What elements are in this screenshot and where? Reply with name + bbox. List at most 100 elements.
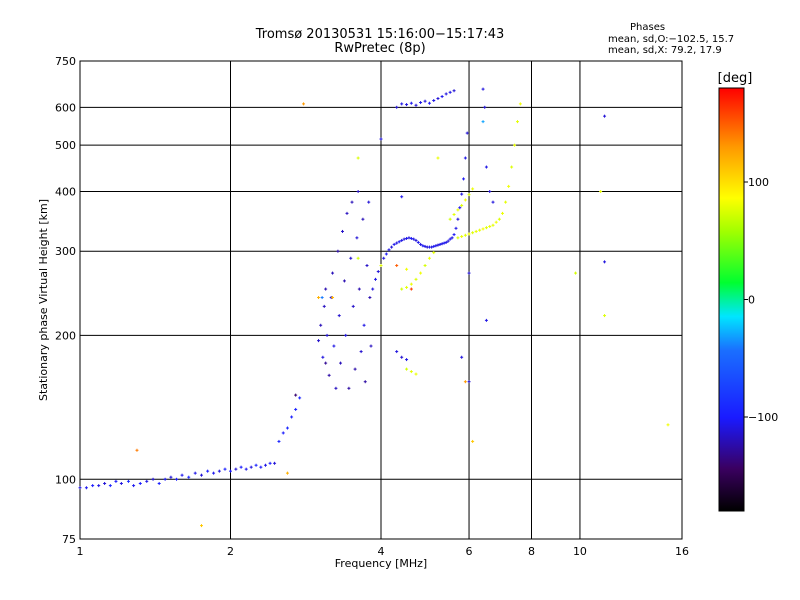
data-point-o [374, 277, 378, 281]
data-point-o [277, 439, 281, 443]
x-tick-label: 6 [466, 545, 473, 558]
data-point-o [353, 367, 357, 371]
data-point-x [494, 220, 498, 224]
data-point-x [414, 372, 418, 376]
data-point-o [334, 386, 338, 390]
data-point-o [365, 264, 369, 268]
data-point-o [462, 177, 466, 181]
data-point-other [409, 287, 413, 291]
data-point-o [175, 477, 179, 481]
data-point-o [180, 473, 184, 477]
data-point-o [336, 249, 340, 253]
data-point-x [405, 285, 409, 289]
data-point-o [347, 386, 351, 390]
data-point-o [392, 242, 396, 246]
y-tick-label: 75 [62, 533, 76, 546]
data-point-x [467, 193, 471, 197]
x-tick-label: 2 [227, 545, 234, 558]
x-tick-label: 4 [378, 545, 385, 558]
data-point-x [504, 200, 508, 204]
data-point-other [481, 120, 485, 124]
data-point-o [169, 475, 173, 479]
data-point-o [460, 192, 464, 196]
data-point-x [456, 236, 460, 240]
data-point-o [427, 101, 431, 105]
grid [80, 61, 682, 539]
data-point-o [397, 240, 401, 244]
data-point-o [400, 355, 404, 359]
data-point-o [488, 189, 492, 193]
data-point-o [193, 471, 197, 475]
data-point-other [463, 380, 467, 384]
data-point-o [350, 200, 354, 204]
data-point-o [84, 486, 88, 490]
data-point-o [414, 103, 418, 107]
data-point-o [382, 256, 386, 260]
data-point-other [200, 524, 204, 528]
data-point-o [322, 304, 326, 308]
data-point-o [436, 97, 440, 101]
data-point-other [471, 439, 475, 443]
data-point-x [463, 198, 467, 202]
data-point-o [325, 333, 329, 337]
data-point-x [460, 235, 464, 239]
data-point-o [340, 229, 344, 233]
data-point-x [356, 156, 360, 160]
data-point-o [356, 189, 360, 193]
data-point-o [281, 431, 285, 435]
data-point-o [351, 304, 355, 308]
data-point-o [264, 463, 268, 467]
data-point-x [666, 423, 670, 427]
data-point-x [436, 156, 440, 160]
data-point-o [458, 206, 462, 210]
data-point-o [419, 242, 423, 246]
data-point-x [471, 187, 475, 191]
data-point-o [400, 102, 404, 106]
data-point-o [384, 252, 388, 256]
data-point-o [108, 484, 112, 488]
data-point-o [395, 105, 399, 109]
data-point-o [138, 481, 142, 485]
data-point-o [405, 103, 409, 107]
data-point-x [463, 233, 467, 237]
data-point-o [467, 271, 471, 275]
data-point-o [254, 463, 258, 467]
data-point-o [491, 200, 495, 204]
data-point-o [344, 333, 348, 337]
data-point-other [135, 448, 139, 452]
data-point-o [465, 131, 469, 135]
data-point-o [423, 99, 427, 103]
data-point-o [442, 241, 446, 245]
x-tick-label: 1 [77, 545, 84, 558]
data-point-x [484, 226, 488, 230]
data-point-o [409, 236, 413, 240]
data-point-o [342, 279, 346, 283]
data-point-o [327, 373, 331, 377]
data-point-x [452, 213, 456, 217]
data-point-other [331, 296, 335, 300]
data-point-o [114, 479, 118, 483]
phase-stats-o: mean, sd,O:−102.5, 15.7 [608, 34, 735, 45]
data-point-o [452, 233, 456, 237]
data-point-o [432, 99, 436, 103]
data-point-o [438, 242, 442, 246]
data-point-o [481, 87, 485, 91]
data-point-o [317, 339, 321, 343]
data-point-o [448, 237, 452, 241]
data-point-o [444, 92, 448, 96]
data-point-o [440, 95, 444, 99]
data-point-x [574, 271, 578, 275]
data-point-o [339, 361, 343, 365]
data-point-o [444, 240, 448, 244]
data-point-o [400, 195, 404, 199]
colorbar-tick-label: 100 [748, 176, 769, 189]
data-point-o [395, 241, 399, 245]
data-point-o [234, 467, 238, 471]
colorbar-tick-label: 0 [748, 294, 755, 307]
chart-title: Tromsø 20130531 15:16:00−15:17:43 [255, 27, 505, 42]
data-point-x [400, 287, 404, 291]
data-point-x [518, 102, 522, 106]
data-point-x [501, 211, 505, 215]
data-point-other [317, 296, 321, 300]
